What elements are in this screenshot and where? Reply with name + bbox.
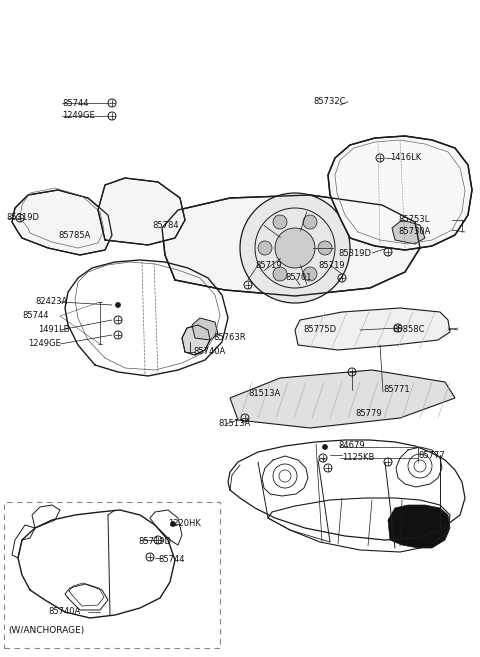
Text: 85753L: 85753L xyxy=(398,215,429,225)
Text: 1249GE: 1249GE xyxy=(62,112,95,120)
Text: 1125KB: 1125KB xyxy=(342,453,374,463)
Text: 1220HK: 1220HK xyxy=(168,520,201,528)
Circle shape xyxy=(116,302,120,307)
Text: 85740A: 85740A xyxy=(48,608,80,616)
Text: 85779: 85779 xyxy=(355,409,382,419)
Polygon shape xyxy=(182,325,210,355)
Polygon shape xyxy=(12,190,112,255)
Text: 1491LB: 1491LB xyxy=(38,325,70,334)
Text: 84679: 84679 xyxy=(338,442,365,451)
Circle shape xyxy=(303,267,317,281)
Text: 85732C: 85732C xyxy=(313,97,346,106)
Text: 85775D: 85775D xyxy=(303,325,336,334)
Text: 85784: 85784 xyxy=(152,221,179,229)
Polygon shape xyxy=(388,505,450,548)
Polygon shape xyxy=(328,136,472,250)
Circle shape xyxy=(303,215,317,229)
Text: 1249GE: 1249GE xyxy=(28,340,61,348)
Polygon shape xyxy=(192,318,218,340)
Text: 85744: 85744 xyxy=(158,556,184,564)
Circle shape xyxy=(275,228,315,268)
Circle shape xyxy=(318,241,332,255)
Text: 85319D: 85319D xyxy=(6,214,39,223)
Circle shape xyxy=(323,445,327,449)
Circle shape xyxy=(170,522,176,526)
Text: 85744: 85744 xyxy=(22,311,48,321)
Polygon shape xyxy=(295,308,450,350)
Text: 85763R: 85763R xyxy=(213,334,246,342)
Circle shape xyxy=(240,193,350,303)
Text: 85719: 85719 xyxy=(255,260,281,269)
Text: 85319D: 85319D xyxy=(338,248,371,258)
Text: 85785A: 85785A xyxy=(58,231,90,240)
Text: 85858C: 85858C xyxy=(392,325,424,334)
Text: 85777: 85777 xyxy=(418,451,445,459)
Text: 81513A: 81513A xyxy=(248,388,280,397)
Bar xyxy=(4,502,220,648)
Text: 85719D: 85719D xyxy=(138,537,171,547)
Circle shape xyxy=(273,267,287,281)
Polygon shape xyxy=(230,370,455,428)
Text: 1416LK: 1416LK xyxy=(390,154,421,162)
Text: 85740A: 85740A xyxy=(193,348,225,357)
Text: (W/ANCHORAGE): (W/ANCHORAGE) xyxy=(8,625,84,635)
Polygon shape xyxy=(98,178,185,245)
Polygon shape xyxy=(392,220,425,244)
Text: 81513A: 81513A xyxy=(218,420,250,428)
Circle shape xyxy=(258,241,272,255)
Text: 85719: 85719 xyxy=(318,260,345,269)
Text: 85744: 85744 xyxy=(62,99,88,108)
Polygon shape xyxy=(162,195,420,296)
Text: 82423A: 82423A xyxy=(35,298,67,307)
Text: 85730A: 85730A xyxy=(398,227,431,237)
Text: 85701: 85701 xyxy=(285,273,312,283)
Circle shape xyxy=(273,215,287,229)
Text: 85771: 85771 xyxy=(383,386,409,394)
